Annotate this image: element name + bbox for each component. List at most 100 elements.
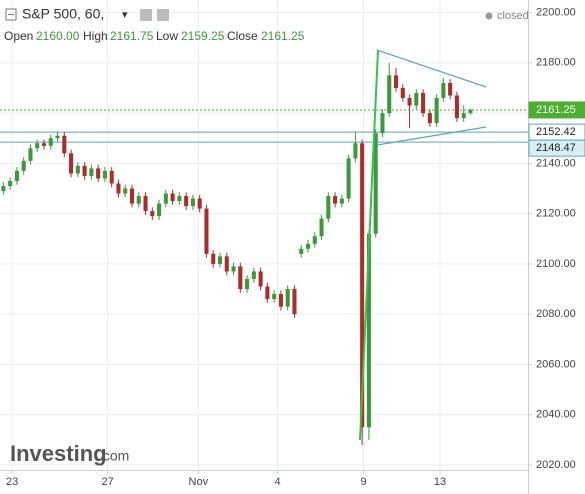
candle-body bbox=[333, 196, 338, 204]
axes: 2020.00 2040.00 2060.00 2080.00 2100.00 2120.… bbox=[6, 6, 585, 488]
candle-body bbox=[28, 148, 33, 161]
candle-body bbox=[177, 196, 182, 202]
y-tick-label: 2020.00 bbox=[536, 459, 576, 471]
candle-body bbox=[245, 278, 250, 290]
candles bbox=[1, 62, 473, 445]
candle-body bbox=[319, 218, 324, 237]
compare-icon[interactable] bbox=[157, 9, 169, 21]
candle-body bbox=[55, 135, 60, 139]
candle-body bbox=[238, 266, 243, 290]
close-label: Close bbox=[227, 29, 258, 43]
x-tick-label: 13 bbox=[434, 476, 446, 488]
candle-body bbox=[278, 294, 283, 307]
candle-body bbox=[129, 188, 135, 204]
y-tick-label: 2040.00 bbox=[536, 409, 576, 421]
open-label: Open bbox=[4, 29, 33, 43]
candle-body bbox=[211, 253, 216, 264]
candle-body bbox=[190, 198, 195, 207]
candle-body bbox=[82, 165, 87, 176]
triangle-upper bbox=[376, 49, 487, 88]
candle-body bbox=[62, 135, 67, 154]
candle-body bbox=[224, 256, 229, 272]
y-tick-label: 2180.00 bbox=[536, 57, 576, 69]
candle-body bbox=[197, 198, 202, 209]
candle-body bbox=[272, 294, 277, 300]
candle-body bbox=[102, 170, 107, 179]
candle-body bbox=[8, 180, 13, 186]
x-tick-label: 27 bbox=[102, 476, 114, 488]
candle-body bbox=[48, 138, 53, 146]
candle-body bbox=[360, 143, 365, 428]
candle-body bbox=[96, 168, 101, 179]
candle-body bbox=[35, 143, 40, 149]
candle-body bbox=[157, 203, 162, 217]
close-value: 2161.25 bbox=[261, 29, 305, 43]
dropdown-arrow[interactable]: ▾ bbox=[122, 9, 128, 21]
candle-body bbox=[75, 165, 80, 174]
candle-body bbox=[400, 87, 405, 99]
x-tick-label: 23 bbox=[6, 476, 18, 488]
x-tick-label: Nov bbox=[189, 476, 209, 488]
candle-body bbox=[414, 92, 419, 106]
candle-body bbox=[231, 266, 236, 272]
candle-body bbox=[305, 243, 311, 249]
candle-body bbox=[163, 193, 168, 204]
price-label: 2152.42 bbox=[536, 126, 576, 138]
price-label: 2148.47 bbox=[536, 142, 576, 154]
candle-body bbox=[454, 95, 459, 119]
candle-body bbox=[387, 75, 392, 114]
triangle-lower bbox=[376, 126, 487, 146]
candle-body bbox=[366, 233, 371, 428]
grid bbox=[0, 0, 528, 470]
menu-icon[interactable] bbox=[5, 8, 17, 21]
candle-body bbox=[136, 196, 141, 204]
y-tick-label: 2120.00 bbox=[536, 208, 576, 220]
candle-body bbox=[21, 160, 26, 171]
status-dot bbox=[485, 12, 493, 20]
open-value: 2160.00 bbox=[36, 29, 80, 43]
candle-body bbox=[441, 82, 446, 99]
y-tick-label: 2140.00 bbox=[536, 157, 576, 169]
candle-body bbox=[150, 211, 155, 217]
candle-body bbox=[184, 196, 189, 207]
candle-body bbox=[346, 158, 351, 199]
x-tick-label: 4 bbox=[274, 476, 280, 488]
candle-body bbox=[353, 143, 358, 159]
settings-icon[interactable] bbox=[140, 9, 152, 21]
candle-body bbox=[204, 208, 209, 254]
x-tick-label: 9 bbox=[360, 476, 366, 488]
candle-body bbox=[468, 109, 473, 114]
symbol: S&P 500, 60, bbox=[22, 6, 104, 22]
candle-body bbox=[1, 185, 6, 192]
status: closed bbox=[497, 10, 529, 22]
high-label: High bbox=[83, 29, 108, 43]
candle-body bbox=[407, 98, 412, 106]
price-label-box bbox=[528, 101, 585, 119]
y-tick-label: 2060.00 bbox=[536, 358, 576, 370]
candle-body bbox=[265, 286, 270, 300]
candle-body bbox=[339, 198, 344, 204]
trend-line bbox=[359, 49, 379, 441]
price-label: 2161.25 bbox=[536, 104, 576, 116]
logo: Investing bbox=[10, 441, 107, 466]
price-lines bbox=[0, 109, 528, 143]
candle-body bbox=[217, 256, 223, 264]
candle-body bbox=[41, 143, 47, 146]
candle-body bbox=[427, 113, 432, 124]
candle-body bbox=[373, 133, 378, 234]
candle-body bbox=[258, 271, 263, 287]
candle-body bbox=[312, 236, 317, 244]
candle-body bbox=[326, 196, 331, 219]
candle-body bbox=[123, 188, 128, 194]
candle-body bbox=[461, 113, 466, 119]
y-tick-label: 2080.00 bbox=[536, 308, 576, 320]
candle-body bbox=[299, 248, 304, 254]
candle-body bbox=[14, 170, 19, 181]
price-label-box bbox=[528, 139, 585, 157]
candle-body bbox=[285, 289, 290, 307]
candle-body bbox=[251, 271, 256, 279]
y-tick-label: 2100.00 bbox=[536, 258, 576, 270]
candle-body bbox=[69, 153, 74, 174]
